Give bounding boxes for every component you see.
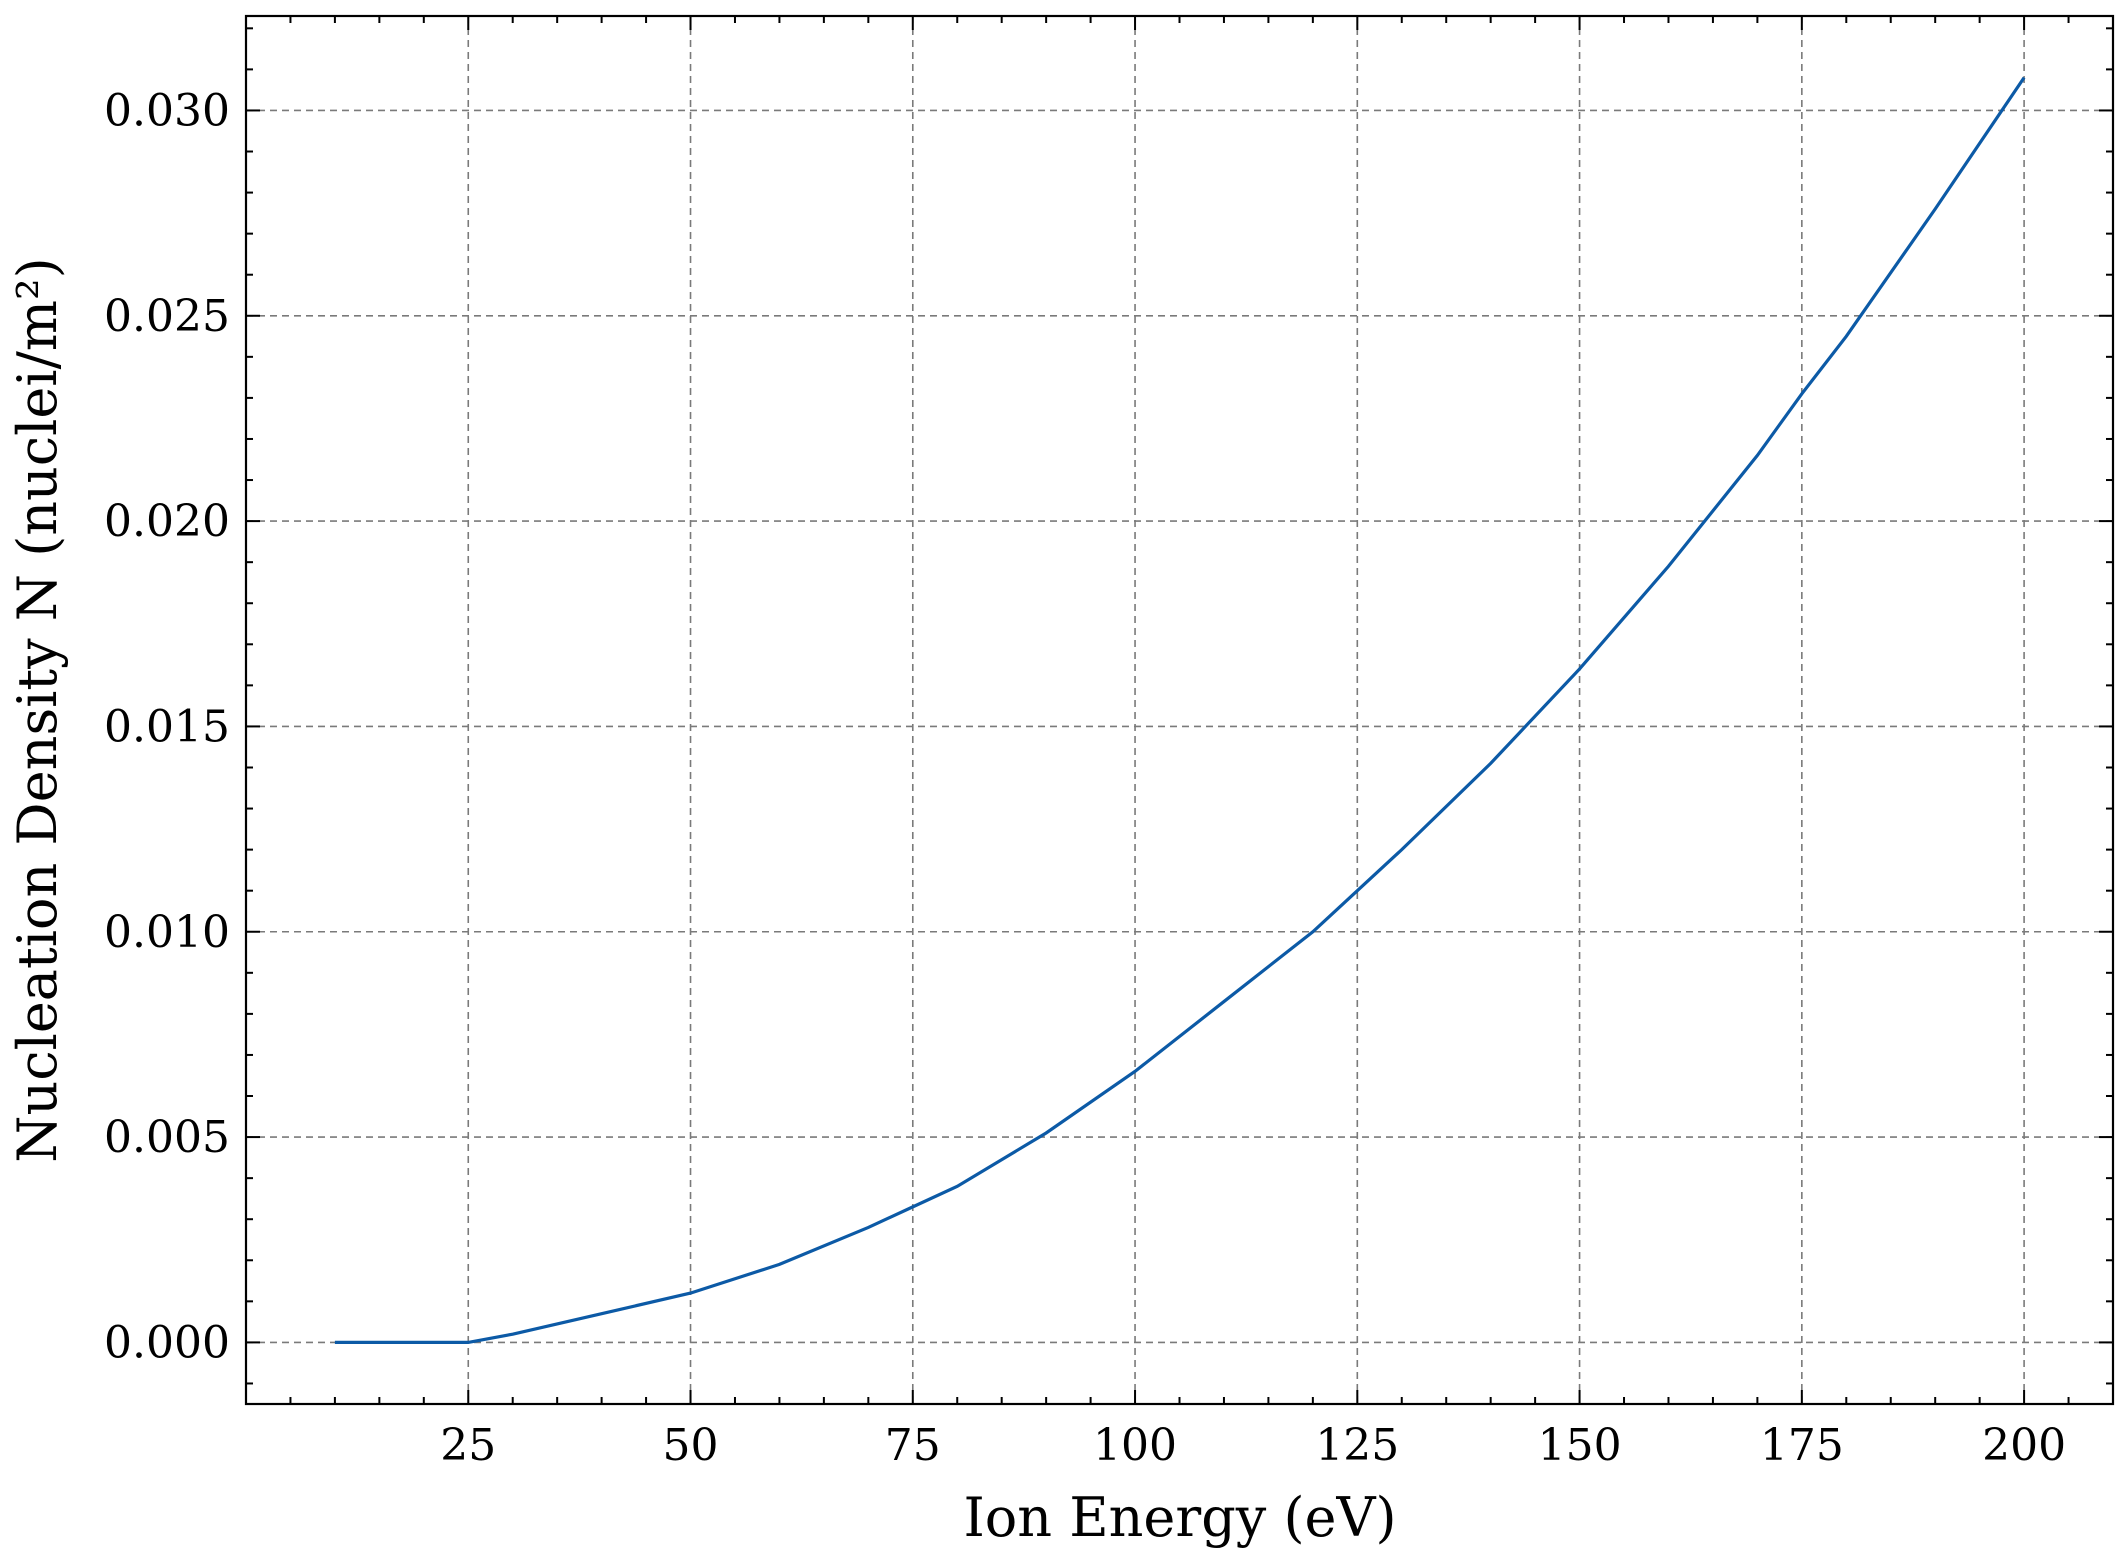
y-tick-labels: 0.000 0.005 0.010 0.015 0.020 0.025 0.030 bbox=[104, 85, 230, 1368]
x-tick-label: 100 bbox=[1093, 1420, 1177, 1471]
x-tick-label: 50 bbox=[663, 1420, 719, 1471]
x-tick-label: 125 bbox=[1315, 1420, 1399, 1471]
grid-lines bbox=[246, 16, 2113, 1404]
y-tick-label: 0.025 bbox=[104, 291, 230, 342]
y-tick-label: 0.020 bbox=[104, 496, 230, 547]
x-tick-label: 150 bbox=[1538, 1420, 1622, 1471]
x-tick-labels: 25 50 75 100 125 150 175 200 bbox=[440, 1420, 2066, 1471]
y-tick-label: 0.030 bbox=[104, 85, 230, 136]
series-layer bbox=[334, 76, 2026, 1345]
x-tick-label: 200 bbox=[1982, 1420, 2066, 1471]
x-tick-label: 75 bbox=[885, 1420, 941, 1471]
plot-frame bbox=[244, 14, 2115, 1406]
x-tick-label: 175 bbox=[1760, 1420, 1844, 1471]
y-tick-label: 0.010 bbox=[104, 907, 230, 958]
y-tick-label: 0.000 bbox=[104, 1317, 230, 1368]
x-axis-label: Ion Energy (eV) bbox=[963, 1486, 1396, 1549]
x-tick-label: 25 bbox=[440, 1420, 496, 1471]
series-line bbox=[334, 76, 2026, 1345]
axis-ticks bbox=[246, 16, 2114, 1404]
y-tick-label: 0.005 bbox=[104, 1112, 230, 1163]
y-axis-label: Nucleation Density N (nuclei/m²) bbox=[6, 257, 69, 1162]
y-tick-label: 0.015 bbox=[104, 701, 230, 752]
